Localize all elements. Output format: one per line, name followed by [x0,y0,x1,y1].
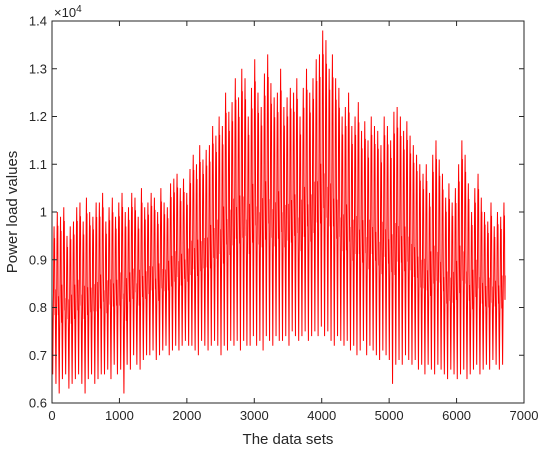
x-tick-label: 3000 [240,408,269,423]
y-tick-label: 0.6 [29,396,47,411]
x-tick-label: 2000 [172,408,201,423]
x-tick-label: 6000 [442,408,471,423]
x-tick-label: 4000 [307,408,336,423]
y-multiplier-exponent: 4 [76,4,82,15]
y-tick-label: 1 [40,205,47,220]
y-axis-multiplier: ×104 [54,4,82,20]
x-tick-label: 1000 [105,408,134,423]
x-tick-label: 5000 [375,408,404,423]
series-line-power-load [52,30,506,394]
x-axis-label: The data sets [243,431,334,448]
y-tick-label: 0.9 [29,252,47,267]
x-axis-ticks: 0 1000 2000 3000 4000 5000 6000 7000 [48,21,538,423]
y-tick-label: 1.3 [29,61,47,76]
y-tick-label: 1.2 [29,109,47,124]
x-tick-label: 7000 [510,408,539,423]
y-tick-label: 1.4 [29,14,47,29]
x-tick-label: 0 [48,408,55,423]
y-axis-ticks: 0.6 0.7 0.8 0.9 1 1.1 1.2 1.3 1.4 [29,14,524,411]
y-tick-label: 0.7 [29,348,47,363]
y-axis-label: Power load values [4,151,21,274]
y-tick-label: 1.1 [29,157,47,172]
y-tick-label: 0.8 [29,300,47,315]
y-multiplier-base: ×10 [54,5,76,20]
